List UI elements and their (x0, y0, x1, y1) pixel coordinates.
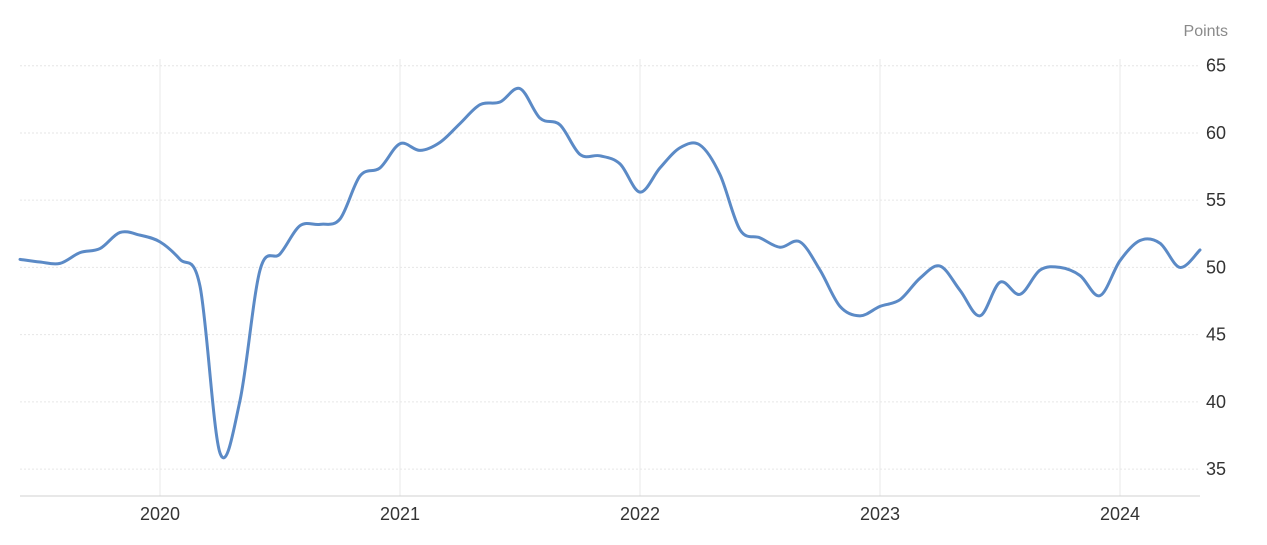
y-tick-label: 60 (1206, 123, 1226, 143)
x-tick-label: 2020 (140, 504, 180, 524)
x-tick-label: 2023 (860, 504, 900, 524)
gridlines (20, 59, 1200, 496)
y-tick-label: 50 (1206, 257, 1226, 277)
y-tick-label: 35 (1206, 459, 1226, 479)
y-axis-ticks: 35 40 45 50 55 60 65 (1206, 56, 1226, 479)
y-tick-label: 65 (1206, 56, 1226, 76)
series-line-0 (18, 86, 1202, 460)
x-tick-label: 2024 (1100, 504, 1140, 524)
y-tick-label: 40 (1206, 392, 1226, 412)
x-tick-label: 2021 (380, 504, 420, 524)
x-axis-ticks: 2020 2021 2022 2023 2024 (140, 504, 1140, 524)
y-axis-unit-label: Points (1184, 23, 1228, 40)
x-tick-label: 2022 (620, 504, 660, 524)
y-tick-label: 45 (1206, 325, 1226, 345)
y-tick-label: 55 (1206, 190, 1226, 210)
series-layer (18, 86, 1202, 460)
